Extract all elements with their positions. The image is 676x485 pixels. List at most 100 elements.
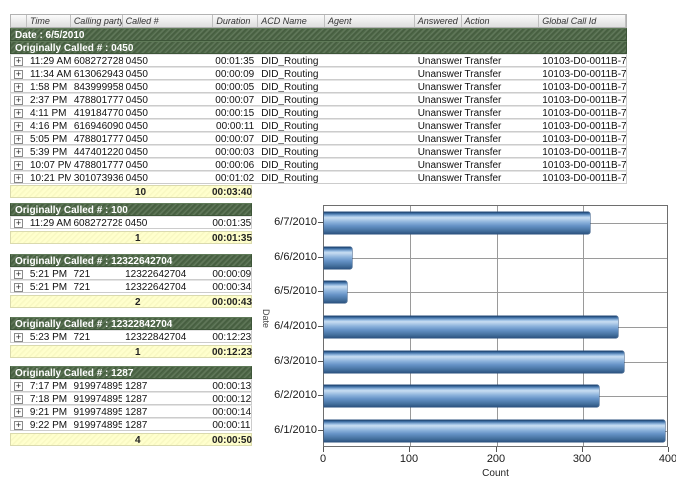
expand-plus-icon[interactable]: +: [14, 82, 23, 92]
expand-plus-icon[interactable]: +: [14, 394, 23, 404]
cell-time: 1:58 PM: [29, 82, 68, 92]
group-summary-row: 4 00:00:50: [10, 433, 252, 446]
column-header-duration[interactable]: Duration: [213, 15, 259, 27]
group-summary-row: 1 00:01:35: [10, 231, 252, 244]
expand-cell: +: [11, 406, 27, 417]
expand-cell: +: [11, 217, 27, 228]
bar-6-1-2010: [324, 420, 665, 442]
expand-cell: +: [11, 120, 27, 131]
cell-time: 5:39 PM: [29, 147, 68, 157]
cell-calling-party: 6082727287: [73, 218, 123, 228]
cell-acd-name: DID_Routing: [261, 82, 319, 92]
y-axis-tick-label: 6/6/2010: [274, 251, 317, 263]
expand-plus-icon[interactable]: +: [14, 381, 23, 391]
call-row: +4:16 PM 61694609050450 00:00:11 DID_Routin…: [10, 119, 627, 132]
x-axis-title: Count: [482, 468, 509, 479]
x-axis-tick: [323, 447, 324, 452]
cell-time: 7:17 PM: [29, 381, 68, 391]
x-axis-tick-label: 400: [658, 453, 676, 465]
cell-calling-party: 721: [73, 332, 91, 342]
horizontal-gridline: [324, 292, 667, 293]
column-header-action[interactable]: Action: [462, 15, 540, 27]
expand-cell: +: [11, 268, 27, 279]
column-header-calling-party[interactable]: Calling party #: [71, 15, 123, 27]
expand-plus-icon[interactable]: +: [14, 56, 23, 66]
expand-plus-icon[interactable]: +: [14, 95, 23, 105]
summary-call-count: 1: [135, 233, 141, 244]
group-header-band: Originally Called # : 0450: [10, 41, 627, 54]
cell-time: 9:21 PM: [29, 407, 68, 417]
cell-global-call-id: 10103-D0-0011B-778: [542, 147, 626, 157]
cell-agent: [325, 107, 415, 118]
cell-duration: 00:00:06: [215, 160, 255, 170]
cell-agent: [325, 94, 415, 105]
expand-plus-icon[interactable]: +: [14, 269, 23, 279]
cell-agent: [325, 81, 415, 92]
expand-plus-icon[interactable]: +: [14, 218, 23, 228]
call-row: +5:39 PM 44740122040450 00:00:03 DID_Routin…: [10, 145, 627, 158]
cell-duration: 00:00:12: [212, 394, 251, 404]
cell-duration: 00:00:03: [215, 147, 255, 157]
expand-plus-icon[interactable]: +: [14, 160, 23, 170]
cell-called-number: 0450: [125, 218, 148, 228]
expand-plus-icon[interactable]: +: [14, 407, 23, 417]
x-axis-tick: [409, 447, 410, 452]
cell-action: Transfer: [464, 134, 502, 144]
group-header-band: Originally Called # : 100: [10, 203, 252, 216]
cell-agent: [325, 146, 415, 157]
x-axis-tick-label: 300: [572, 453, 592, 465]
column-header-called-number[interactable]: Called #: [123, 15, 214, 27]
cell-global-call-id: 10103-D0-0011B-774: [542, 134, 626, 144]
y-axis-tick: [318, 430, 323, 431]
call-row: +2:37 PM 47880177700450 00:00:07 DID_Routin…: [10, 93, 627, 106]
date-group-band: Date : 6/5/2010: [10, 28, 627, 41]
cell-answered: Unanswered: [417, 56, 462, 66]
cell-called-number: 0450: [125, 108, 148, 118]
cell-time: 5:21 PM: [29, 282, 68, 292]
cell-called-number: 0450: [125, 121, 148, 131]
cell-acd-name: DID_Routing: [261, 95, 319, 105]
cell-action: Transfer: [464, 56, 502, 66]
cell-calling-party: 9199748952: [73, 420, 123, 430]
cell-calling-party: 3010739363: [73, 173, 123, 183]
cell-agent: [325, 133, 415, 144]
expand-plus-icon[interactable]: +: [14, 121, 23, 131]
cell-duration: 00:12:23: [212, 332, 251, 342]
expand-cell: +: [11, 146, 27, 157]
column-header-acd-name[interactable]: ACD Name: [258, 15, 325, 27]
expand-plus-icon[interactable]: +: [14, 134, 23, 144]
column-header-global-call-id[interactable]: Global Call Id: [539, 15, 626, 27]
y-axis-tick: [318, 395, 323, 396]
group-header-band: Originally Called # : 1287: [10, 366, 252, 379]
expand-plus-icon[interactable]: +: [14, 332, 23, 342]
cell-answered: Unanswered: [417, 147, 462, 157]
y-axis-tick-label: 6/4/2010: [274, 320, 317, 332]
column-header-expand[interactable]: [11, 15, 27, 27]
summary-total-duration: 00:00:43: [212, 297, 253, 308]
x-axis-tick: [668, 447, 669, 452]
cell-action: Transfer: [464, 82, 502, 92]
y-axis-tick-label: 6/2/2010: [274, 389, 317, 401]
column-header-agent[interactable]: Agent: [325, 15, 415, 27]
expand-plus-icon[interactable]: +: [14, 282, 23, 292]
cell-time: 11:34 AM: [29, 69, 71, 79]
call-row: +5:21 PM 721 12322642704 00:00:34: [10, 280, 252, 293]
cell-time: 5:05 PM: [29, 134, 68, 144]
column-header-answered[interactable]: Answered: [415, 15, 462, 27]
group-summary-row: 10 00:03:40: [10, 185, 252, 198]
cell-duration: 00:00:09: [212, 269, 251, 279]
expand-plus-icon[interactable]: +: [14, 69, 23, 79]
column-header-time[interactable]: Time: [27, 15, 71, 27]
cell-acd-name: DID_Routing: [261, 108, 319, 118]
expand-plus-icon[interactable]: +: [14, 173, 23, 183]
call-row: +4:11 PM 41918477010450 00:00:15 DID_Routin…: [10, 106, 627, 119]
bar-6-4-2010: [324, 316, 618, 338]
cell-called-number: 1287: [125, 394, 148, 404]
expand-plus-icon[interactable]: +: [14, 420, 23, 430]
expand-plus-icon[interactable]: +: [14, 108, 23, 118]
expand-plus-icon[interactable]: +: [14, 147, 23, 157]
expand-cell: +: [11, 107, 27, 118]
x-axis-tick-label: 100: [399, 453, 419, 465]
